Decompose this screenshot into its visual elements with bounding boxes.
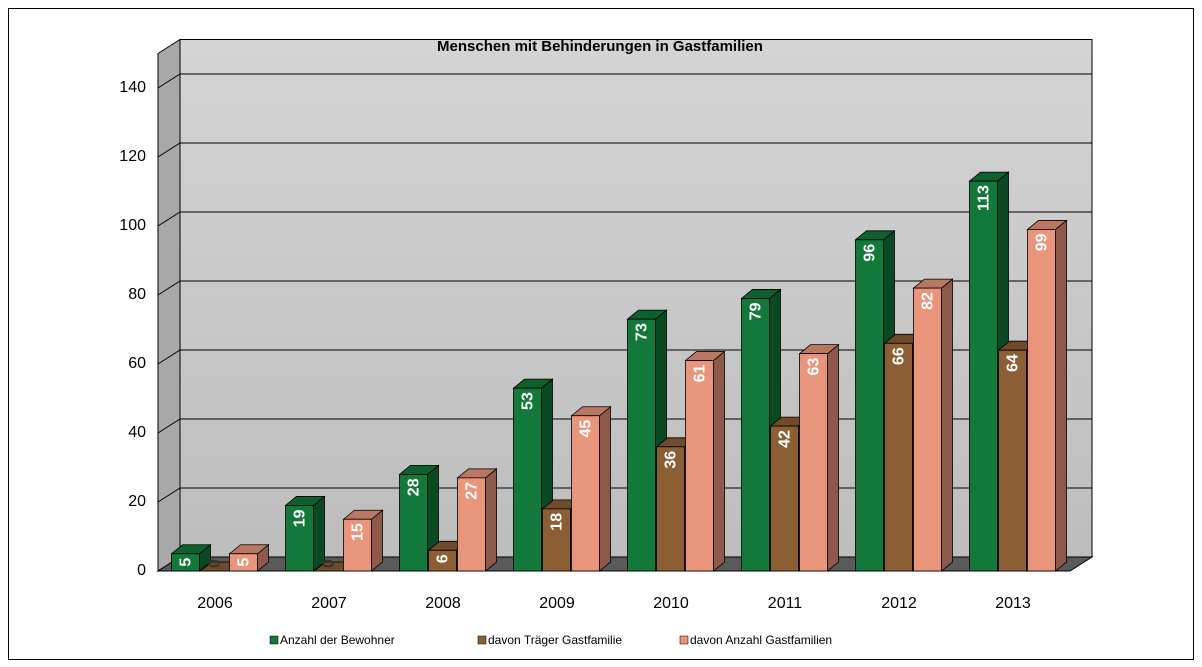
value-label: 28 xyxy=(406,478,423,496)
bar-front xyxy=(1027,229,1056,572)
bar-front xyxy=(799,353,828,572)
y-tick-label: 120 xyxy=(119,148,146,165)
bar-front xyxy=(513,387,542,572)
legend-label: Anzahl der Bewohner xyxy=(280,633,395,647)
bar-front xyxy=(741,298,770,572)
side-wall xyxy=(157,38,181,572)
legend-label: davon Anzahl Gastfamilien xyxy=(690,633,832,647)
x-tick-label: 2008 xyxy=(425,595,461,612)
grid-line xyxy=(157,211,1092,227)
value-label: 79 xyxy=(748,302,765,320)
legend-swatch xyxy=(477,635,487,645)
y-tick-label: 80 xyxy=(128,286,146,303)
bar-side xyxy=(713,350,725,572)
bar-side xyxy=(1055,219,1067,572)
y-tick-label: 140 xyxy=(119,79,146,96)
value-label: 113 xyxy=(976,185,993,211)
value-label: 6 xyxy=(435,554,452,563)
bar xyxy=(798,343,840,572)
bar-front xyxy=(656,446,685,572)
bar xyxy=(228,543,270,572)
y-tick-label: 20 xyxy=(128,493,146,510)
value-label: 96 xyxy=(862,244,879,262)
bar xyxy=(284,495,326,572)
legend-swatch xyxy=(269,635,279,645)
value-label: 36 xyxy=(663,451,680,469)
bar-front xyxy=(884,342,913,572)
grid-line xyxy=(157,349,1092,365)
bar-side xyxy=(941,278,953,572)
y-tick-label: 0 xyxy=(137,562,146,579)
value-label: 63 xyxy=(806,358,823,376)
bar-front xyxy=(428,549,457,572)
bar-front xyxy=(571,415,600,572)
bar-front xyxy=(855,239,884,572)
value-label: 64 xyxy=(1005,354,1022,372)
x-tick-label: 2010 xyxy=(653,595,689,612)
x-tick-label: 2006 xyxy=(197,595,233,612)
value-label: 0 xyxy=(321,559,338,568)
grid-line xyxy=(157,73,1092,89)
value-label: 42 xyxy=(777,430,794,448)
value-label: 0 xyxy=(207,559,224,568)
x-tick-label: 2013 xyxy=(995,595,1031,612)
bar-side xyxy=(599,405,611,572)
bar xyxy=(1026,219,1068,572)
y-tick-label: 40 xyxy=(128,424,146,441)
value-label: 82 xyxy=(920,292,937,310)
bar-front xyxy=(285,505,314,572)
legend-swatch xyxy=(679,635,689,645)
value-label: 18 xyxy=(549,513,566,531)
value-label: 15 xyxy=(350,523,367,541)
bar-side xyxy=(371,509,383,572)
plot-area: 5 0 5 19 0 15 28 6 27 53 18 45 73 36 61 79 42 63 96 66 82 113… xyxy=(156,38,1094,572)
y-tick-label: 60 xyxy=(128,355,146,372)
bar xyxy=(170,543,212,572)
bar-front xyxy=(399,473,428,572)
bar-front xyxy=(229,553,258,572)
grid-line xyxy=(157,142,1092,158)
value-label: 61 xyxy=(692,364,709,382)
bar xyxy=(342,509,384,572)
value-label: 99 xyxy=(1034,233,1051,251)
bar-front xyxy=(627,318,656,572)
bar-front xyxy=(171,553,200,572)
chart-title: Menschen mit Behinderungen in Gastfamili… xyxy=(437,38,763,55)
value-label: 27 xyxy=(464,482,481,500)
value-label: 5 xyxy=(178,558,195,567)
value-label: 73 xyxy=(634,323,651,341)
bar xyxy=(456,468,498,572)
bar-side xyxy=(485,468,497,572)
value-label: 5 xyxy=(236,558,253,567)
x-tick-label: 2009 xyxy=(539,595,575,612)
y-tick-label: 100 xyxy=(119,217,146,234)
bar-front xyxy=(770,425,799,572)
value-label: 19 xyxy=(292,509,309,527)
bar xyxy=(684,350,726,572)
bar-front xyxy=(913,287,942,572)
bar-front xyxy=(343,518,372,572)
bar-side xyxy=(827,343,839,572)
value-label: 66 xyxy=(891,347,908,365)
value-label: 45 xyxy=(578,420,595,438)
value-label: 53 xyxy=(520,392,537,410)
x-tick-label: 2012 xyxy=(881,595,917,612)
bar xyxy=(570,405,612,572)
bar xyxy=(912,278,954,572)
legend-label: davon Träger Gastfamilie xyxy=(488,633,622,647)
bar-front xyxy=(998,349,1027,572)
bar-front xyxy=(457,477,486,572)
bar-front xyxy=(969,180,998,572)
bar-front xyxy=(542,508,571,572)
bar-front xyxy=(685,360,714,572)
x-tick-label: 2007 xyxy=(311,595,347,612)
x-tick-label: 2011 xyxy=(768,595,803,612)
grid-line xyxy=(157,280,1092,296)
